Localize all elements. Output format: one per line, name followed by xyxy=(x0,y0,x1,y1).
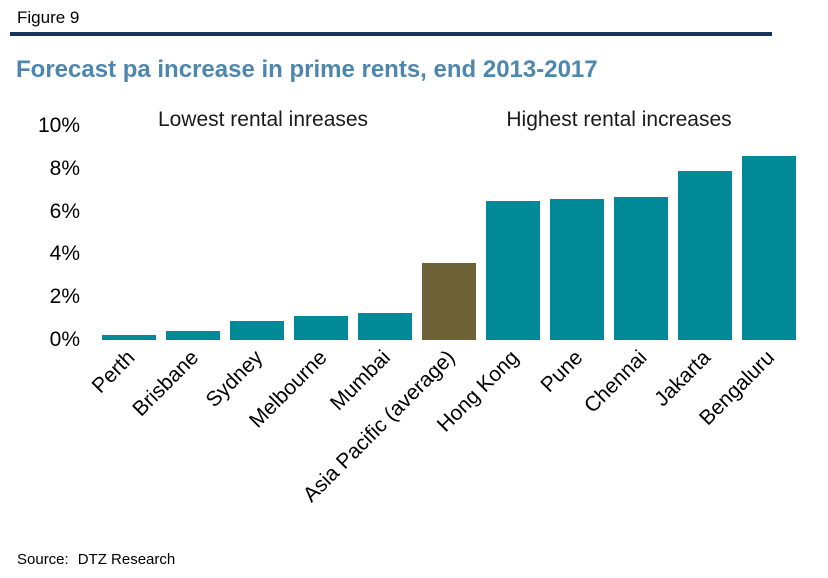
bar-melbourne xyxy=(294,316,348,340)
bar-chennai xyxy=(614,196,668,340)
y-tick-2: 2% xyxy=(49,285,80,309)
source-label: Source: xyxy=(17,551,69,568)
y-tick-10: 10% xyxy=(37,114,80,137)
bar-pune xyxy=(550,198,604,340)
x-label-perth: Perth xyxy=(87,346,140,398)
y-axis: 0% 2% 4% 6% 8% 10% xyxy=(18,115,80,351)
y-tick-6: 6% xyxy=(49,199,80,223)
plot-area xyxy=(102,126,796,340)
annotation-lowest: Lowest rental inreases xyxy=(157,108,369,131)
y-tick-0: 0% xyxy=(49,328,80,351)
source-line: Source: DTZ Research xyxy=(17,551,175,568)
bar-jakarta xyxy=(678,170,732,340)
bar-mumbai xyxy=(358,313,412,340)
bar-sydney xyxy=(230,320,284,340)
annotation-highest: Highest rental increases xyxy=(506,108,732,131)
bar-hong-kong xyxy=(486,200,540,340)
y-tick-4: 4% xyxy=(49,242,80,266)
top-rule xyxy=(10,32,772,36)
bar-asia-pacific-average xyxy=(422,262,476,340)
x-label-pune: Pune xyxy=(536,346,588,397)
source-text: DTZ Research xyxy=(77,551,176,568)
figure-label: Figure 9 xyxy=(17,8,80,27)
bar-perth xyxy=(102,334,156,340)
y-tick-8: 8% xyxy=(49,156,80,180)
x-label-brisbane: Brisbane xyxy=(128,346,204,421)
chart-title: Forecast pa increase in prime rents, end… xyxy=(16,56,598,83)
bar-bengaluru xyxy=(742,155,796,340)
x-label-chennai: Chennai xyxy=(579,346,652,418)
bar-brisbane xyxy=(166,331,220,340)
